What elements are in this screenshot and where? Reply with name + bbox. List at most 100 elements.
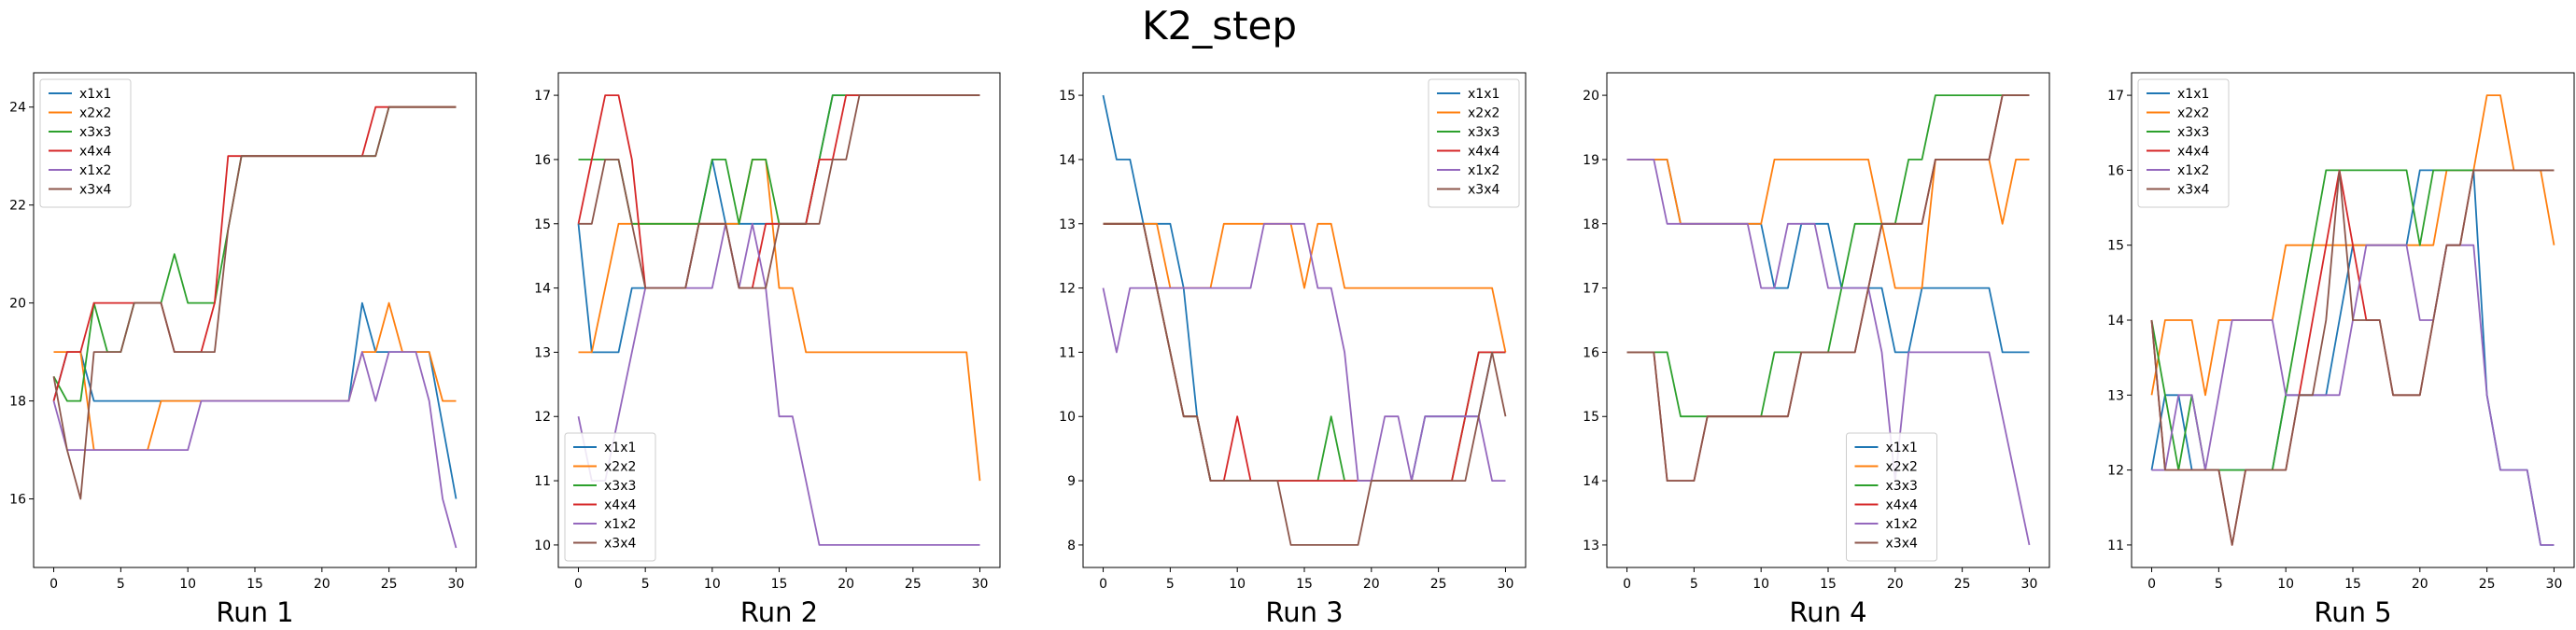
y-tick-label: 15 <box>1583 410 1599 425</box>
x-tick-label: 0 <box>1623 577 1631 592</box>
legend-box <box>2137 78 2230 208</box>
x-tick-label: 15 <box>2344 577 2361 592</box>
y-tick-label: 10 <box>534 539 551 553</box>
legend-label: x3x4 <box>79 183 111 198</box>
series-line-x1x2 <box>1626 158 2031 546</box>
legend-label: x1x1 <box>604 441 636 455</box>
series-line-x3x4 <box>1103 222 1507 546</box>
x-tick-label: 10 <box>179 577 196 592</box>
x-tick-label: 25 <box>905 577 922 592</box>
legend-label: x1x1 <box>2177 87 2209 102</box>
x-tick-label: 5 <box>1166 577 1175 592</box>
legend-label: x1x1 <box>79 87 111 102</box>
legend-box <box>1428 78 1520 208</box>
x-tick-label: 30 <box>448 577 465 592</box>
y-tick-label: 11 <box>1059 345 1076 360</box>
x-axis-label: Run 5 <box>2314 596 2391 628</box>
y-tick-label: 9 <box>1067 474 1076 489</box>
y-tick-label: 14 <box>2107 314 2124 329</box>
x-tick-label: 10 <box>1229 577 1246 592</box>
legend-label: x1x1 <box>1886 441 1918 455</box>
x-tick-label: 5 <box>641 577 650 592</box>
series-line-x3x4 <box>1626 94 2030 482</box>
y-tick-label: 13 <box>1059 217 1076 232</box>
x-tick-label: 25 <box>2479 577 2496 592</box>
x-tick-label: 30 <box>972 577 989 592</box>
x-tick-label: 30 <box>1498 577 1514 592</box>
y-tick-label: 17 <box>534 89 551 104</box>
legend-label: x3x3 <box>1886 479 1918 494</box>
legend-label: x3x3 <box>79 125 111 140</box>
figure-title: K2_step <box>1142 3 1297 49</box>
legend-label: x3x3 <box>2177 125 2209 140</box>
y-tick-label: 18 <box>9 395 26 410</box>
legend-label: x1x2 <box>1886 517 1918 532</box>
legend-label: x3x3 <box>1468 125 1499 140</box>
legend-label: x2x2 <box>1468 106 1499 121</box>
legend: x1x1 x2x2 x3x3 x4x4 x1x2 x3x4 <box>39 78 132 208</box>
y-tick-label: 18 <box>1583 217 1599 232</box>
legend-label: x4x4 <box>2177 145 2209 160</box>
series-lines <box>577 94 981 546</box>
legend-label: x2x2 <box>1886 460 1918 475</box>
y-tick-label: 17 <box>1583 282 1599 297</box>
y-tick-label: 22 <box>9 199 26 214</box>
x-tick-label: 20 <box>1887 577 1904 592</box>
legend: x1x1 x2x2 x3x3 x4x4 x1x2 x3x4 <box>1428 78 1520 208</box>
x-tick-label: 25 <box>1430 577 1447 592</box>
x-tick-label: 25 <box>381 577 398 592</box>
legend-label: x1x2 <box>1468 163 1499 178</box>
y-tick-label: 13 <box>534 345 551 360</box>
series-line-x1x2 <box>52 351 457 549</box>
y-tick-label: 12 <box>534 410 551 425</box>
series-line-x3x4 <box>578 94 980 289</box>
x-axis-label: Run 4 <box>1789 596 1866 628</box>
y-tick-label: 16 <box>2107 163 2124 178</box>
legend-label: x3x4 <box>604 537 636 552</box>
subplot-run-4: 0 5 10 15 20 25 30 13 14 15 16 17 18 19 20 Run 4 x1x1 x2x… <box>1583 72 2050 628</box>
y-tick-label: 19 <box>1583 153 1599 168</box>
x-tick-label: 25 <box>1954 577 1971 592</box>
y-tick-label: 14 <box>534 282 551 297</box>
subplot-run-2: 0 5 10 15 20 25 30 10 11 12 13 14 15 16 17 Run 2 x1x1 x2x… <box>534 72 1001 628</box>
x-axis-label: Run 3 <box>1265 596 1343 628</box>
x-tick-label: 15 <box>246 577 263 592</box>
legend-box <box>1846 432 1937 562</box>
legend-label: x2x2 <box>604 460 636 475</box>
legend-label: x1x1 <box>1468 87 1499 102</box>
x-tick-label: 30 <box>2021 577 2038 592</box>
y-tick-label: 16 <box>9 493 26 508</box>
legend-label: x2x2 <box>79 106 111 121</box>
legend: x1x1 x2x2 x3x3 x4x4 x1x2 x3x4 <box>2137 78 2230 208</box>
x-tick-label: 5 <box>2215 577 2223 592</box>
y-tick-label: 13 <box>2107 388 2124 403</box>
x-tick-label: 20 <box>2412 577 2428 592</box>
x-tick-label: 5 <box>117 577 125 592</box>
y-tick-label: 24 <box>9 101 26 116</box>
y-tick-label: 17 <box>2107 89 2124 104</box>
legend-box <box>564 432 656 562</box>
y-tick-label: 16 <box>534 153 551 168</box>
legend-label: x3x3 <box>604 479 636 494</box>
series-lines <box>52 105 457 549</box>
y-tick-label: 15 <box>534 217 551 232</box>
legend-label: x4x4 <box>1886 498 1918 513</box>
legend-label: x4x4 <box>79 145 111 160</box>
y-tick-label: 16 <box>1583 345 1599 360</box>
series-line-x1x2 <box>1102 222 1506 482</box>
x-tick-label: 10 <box>1753 577 1769 592</box>
x-axis-label: Run 2 <box>740 596 818 628</box>
y-tick-label: 12 <box>1059 282 1076 297</box>
x-tick-label: 20 <box>1363 577 1380 592</box>
series-lines <box>1102 94 1507 546</box>
y-tick-label: 11 <box>534 474 551 489</box>
legend-label: x1x2 <box>79 163 111 178</box>
y-tick-label: 11 <box>2107 539 2124 553</box>
series-line-x3x4 <box>2150 169 2555 546</box>
x-tick-label: 0 <box>574 577 583 592</box>
x-axis-label: Run 1 <box>216 596 293 628</box>
legend-label: x4x4 <box>1468 145 1499 160</box>
